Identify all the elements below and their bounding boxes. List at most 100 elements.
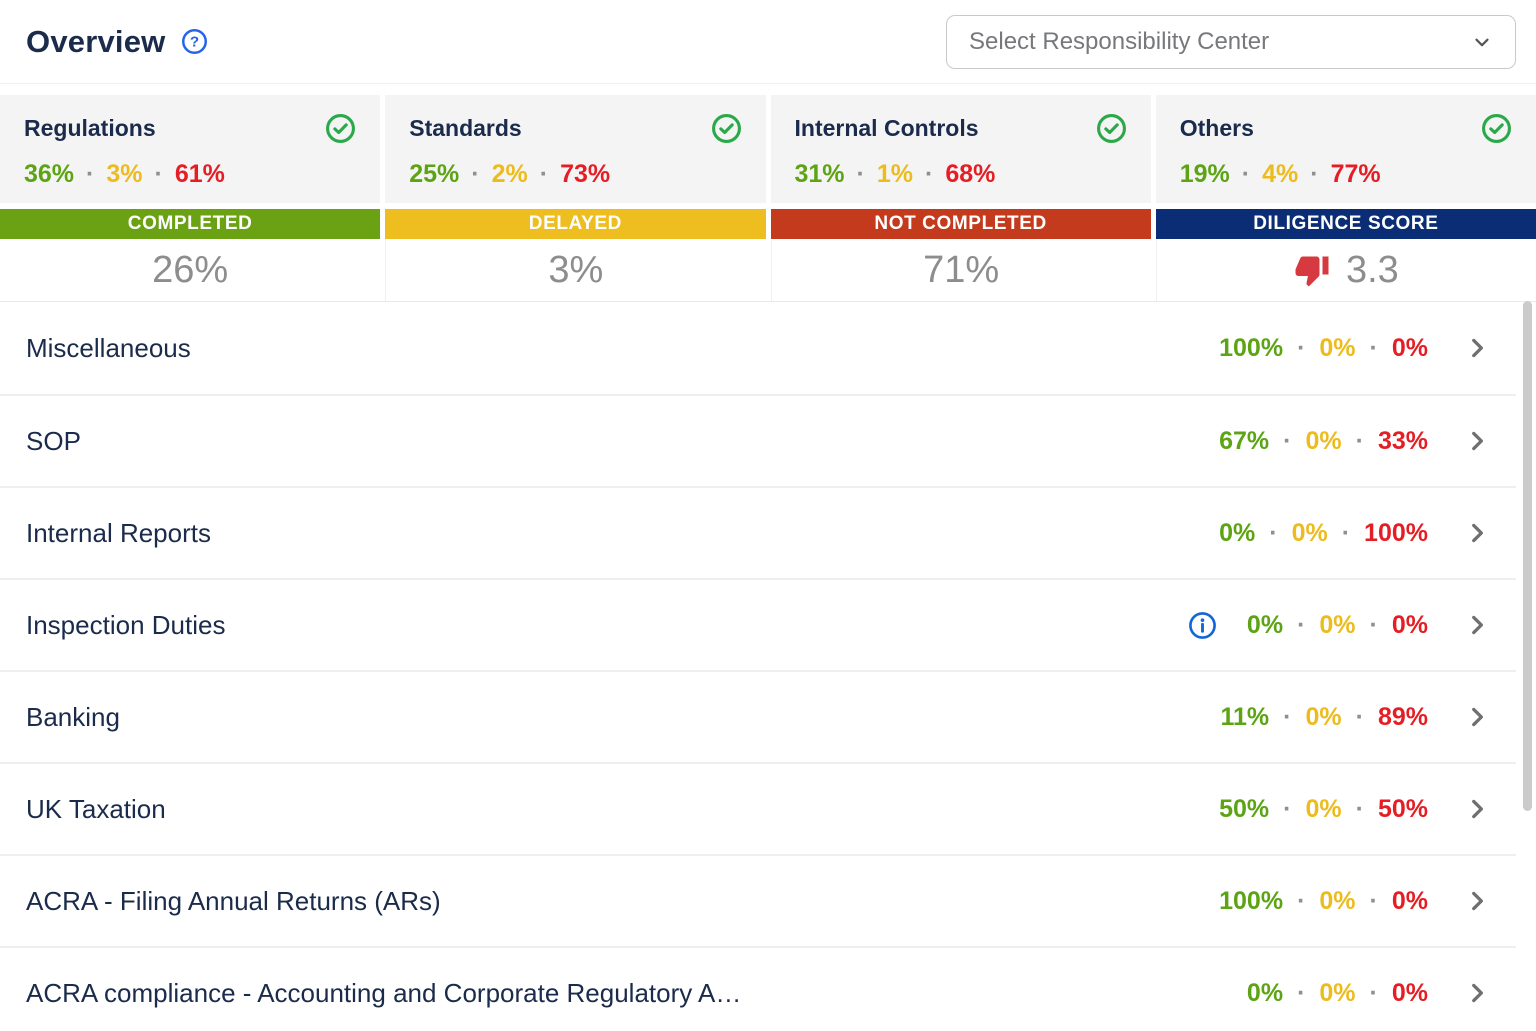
check-circle-icon xyxy=(1096,114,1126,143)
delayed-pct: 4% xyxy=(1262,160,1299,188)
delayed-pct: 0% xyxy=(1291,518,1328,547)
completed-pct: 0% xyxy=(1246,610,1284,639)
row-label: ACRA - Filing Annual Returns (ARs) xyxy=(26,885,441,916)
delayed-total: 3% xyxy=(385,239,766,301)
delayed-pct: 0% xyxy=(1319,886,1356,915)
dot-separator: · xyxy=(539,160,549,188)
row-miscellaneous[interactable]: Miscellaneous 100% · 0% · 0% xyxy=(0,302,1516,394)
delayed-pct: 1% xyxy=(876,160,914,188)
chevron-right-icon[interactable] xyxy=(1464,612,1490,638)
chevron-right-icon[interactable] xyxy=(1464,704,1490,730)
svg-text:?: ? xyxy=(190,34,199,51)
dot-separator: · xyxy=(1297,610,1306,639)
completed-pct: 67% xyxy=(1219,426,1270,455)
dot-separator: · xyxy=(1310,160,1319,188)
delayed-pct: 0% xyxy=(1305,426,1342,455)
delayed-pct: 0% xyxy=(1319,333,1356,362)
row-label: Miscellaneous xyxy=(26,332,191,363)
completed-pct: 25% xyxy=(409,160,460,188)
dot-separator: · xyxy=(1297,333,1306,362)
dot-separator: · xyxy=(1369,978,1378,1007)
completed-pct: 0% xyxy=(1246,978,1284,1007)
dot-separator: · xyxy=(1283,794,1292,823)
check-circle-icon xyxy=(1482,114,1511,143)
not-completed-pct: 61% xyxy=(174,160,225,188)
row-label: UK Taxation xyxy=(26,793,166,824)
diligence-score-value: 3.3 xyxy=(1345,248,1399,291)
card-title: Internal Controls xyxy=(794,115,979,141)
dot-separator: · xyxy=(1355,426,1364,455)
summary-cards: Regulations 36% · 3% · 61% Standards xyxy=(0,95,1536,203)
row-label: ACRA compliance - Accounting and Corpora… xyxy=(26,977,742,1008)
chevron-right-icon[interactable] xyxy=(1464,520,1490,546)
check-circle-icon xyxy=(326,114,356,143)
title-wrap: Overview ? xyxy=(26,24,208,60)
thumbs-down-icon xyxy=(1295,256,1329,287)
card-title: Standards xyxy=(409,115,522,141)
dot-separator: · xyxy=(1369,886,1378,915)
delayed-pct: 0% xyxy=(1305,794,1342,823)
completed-pct: 11% xyxy=(1220,702,1270,731)
completed-pct: 19% xyxy=(1179,160,1230,188)
summary-card-standards: Standards 25% · 2% · 73% xyxy=(385,95,766,203)
dot-separator: · xyxy=(856,160,865,188)
card-title: Regulations xyxy=(24,115,156,141)
dot-separator: · xyxy=(1355,702,1364,731)
bar-completed: COMPLETED xyxy=(0,209,381,239)
chevron-down-icon xyxy=(1475,38,1489,46)
row-uk-taxation[interactable]: UK Taxation 50% · 0% · 50% xyxy=(0,762,1516,854)
card-title: Others xyxy=(1179,115,1254,141)
delayed-pct: 3% xyxy=(106,160,143,188)
chevron-right-icon[interactable] xyxy=(1464,428,1490,454)
row-label: Banking xyxy=(26,701,120,732)
header: Overview ? Select Responsibility Center xyxy=(0,0,1536,84)
row-acra-filing-annual-returns[interactable]: ACRA - Filing Annual Returns (ARs) 100% … xyxy=(0,854,1516,946)
row-internal-reports[interactable]: Internal Reports 0% · 0% · 100% xyxy=(0,486,1516,578)
delayed-pct: 2% xyxy=(491,160,528,188)
not-completed-pct: 68% xyxy=(945,160,996,188)
info-circle-icon[interactable] xyxy=(1188,611,1217,640)
completed-pct: 50% xyxy=(1219,794,1270,823)
bar-delayed: DELAYED xyxy=(385,209,766,239)
chevron-right-icon[interactable] xyxy=(1464,888,1490,914)
dot-separator: · xyxy=(1355,794,1364,823)
completed-pct: 0% xyxy=(1219,518,1256,547)
dot-separator: · xyxy=(1297,978,1306,1007)
row-label: Internal Reports xyxy=(26,517,211,548)
row-sop[interactable]: SOP 67% · 0% · 33% xyxy=(0,394,1516,486)
row-banking[interactable]: Banking 11% · 0% · 89% xyxy=(0,670,1516,762)
chevron-right-icon[interactable] xyxy=(1464,335,1490,361)
dot-separator: · xyxy=(1241,160,1251,188)
completed-total: 26% xyxy=(0,239,381,301)
chevron-right-icon[interactable] xyxy=(1464,796,1490,822)
not-completed-pct: 0% xyxy=(1391,886,1428,915)
not-completed-pct: 50% xyxy=(1377,794,1428,823)
dot-separator: · xyxy=(1341,518,1351,547)
not-completed-pct: 73% xyxy=(560,160,611,188)
row-label: Inspection Duties xyxy=(26,609,226,640)
completed-pct: 31% xyxy=(794,160,845,188)
completed-pct: 36% xyxy=(24,160,75,188)
not-completed-pct: 100% xyxy=(1364,518,1428,547)
delayed-pct: 0% xyxy=(1319,978,1356,1007)
help-icon[interactable]: ? xyxy=(181,28,208,55)
chevron-right-icon[interactable] xyxy=(1464,980,1490,1006)
not-completed-pct: 77% xyxy=(1330,160,1381,188)
not-completed-pct: 33% xyxy=(1377,426,1428,455)
row-acra-compliance[interactable]: ACRA compliance - Accounting and Corpora… xyxy=(0,946,1516,1031)
bar-diligence-score: DILIGENCE SCORE xyxy=(1155,209,1536,239)
not-completed-pct: 0% xyxy=(1391,610,1428,639)
summary-card-internal-controls: Internal Controls 31% · 1% · 68% xyxy=(770,95,1151,203)
check-circle-icon xyxy=(711,114,741,143)
not-completed-pct: 89% xyxy=(1377,702,1428,731)
status-bars: COMPLETED DELAYED NOT COMPLETED DILIGENC… xyxy=(0,209,1536,239)
not-completed-total: 71% xyxy=(770,239,1151,301)
dot-separator: · xyxy=(1269,518,1278,547)
scrollbar-thumb[interactable] xyxy=(1523,301,1532,811)
not-completed-pct: 0% xyxy=(1391,333,1428,362)
row-inspection-duties[interactable]: Inspection Duties 0% · 0% · 0% xyxy=(0,578,1516,670)
status-values: 26% 3% 71% 3.3 xyxy=(0,239,1536,302)
completed-pct: 100% xyxy=(1219,333,1284,362)
responsibility-center-select[interactable]: Select Responsibility Center xyxy=(946,14,1516,69)
